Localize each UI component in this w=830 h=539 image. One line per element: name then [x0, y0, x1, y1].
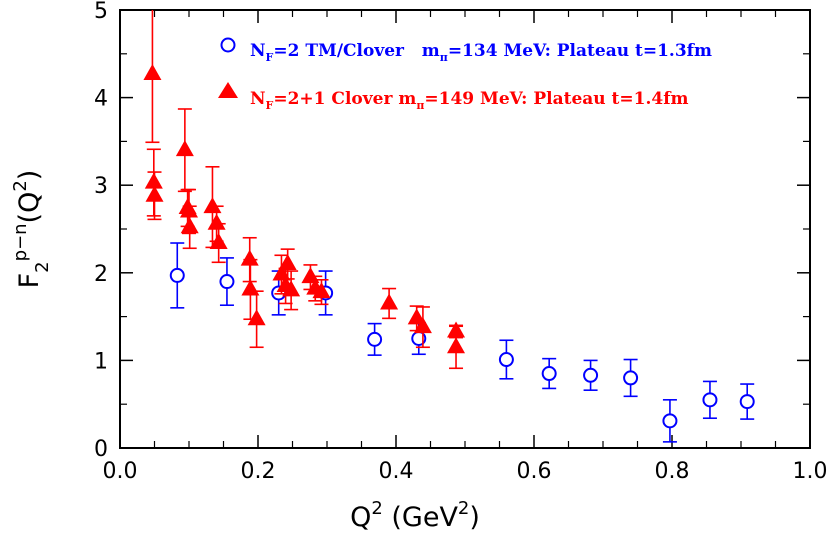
- data-point: [247, 309, 266, 326]
- data-point: [541, 366, 557, 382]
- data-point: [447, 337, 466, 354]
- x-tick-label: 0.8: [655, 459, 690, 484]
- data-point: [282, 280, 301, 297]
- legend-marker-circle: [220, 37, 236, 53]
- data-point: [169, 267, 185, 283]
- y-tick-label: 4: [94, 87, 108, 112]
- data-point: [702, 392, 718, 408]
- data-point: [207, 213, 226, 230]
- data-point: [662, 413, 678, 429]
- y-axis-title: F2p−n(Q2): [10, 170, 53, 289]
- series-layer: [143, 10, 755, 443]
- data-point: [367, 331, 383, 347]
- data-point: [175, 140, 194, 157]
- data-point: [203, 197, 222, 214]
- data-point: [278, 254, 297, 271]
- data-point: [498, 352, 514, 368]
- data-point: [623, 370, 639, 386]
- data-point: [739, 394, 755, 410]
- x-tick-label: 1.0: [793, 459, 828, 484]
- x-tick-label: 0.2: [241, 459, 276, 484]
- x-tick-label: 0.4: [379, 459, 414, 484]
- y-tick-label: 1: [94, 349, 108, 374]
- data-point: [209, 233, 228, 250]
- x-axis-title: Q2 (GeV2): [350, 498, 480, 533]
- axis-ticks: 0.0 0.2 0.4 0.6 0.8 1.0 0 1 2 3 4 5: [94, 0, 828, 484]
- data-point: [180, 217, 199, 234]
- legend-entry-clover: NF=2+1 Clover mπ=149 MeV: Plateau t=1.4f…: [250, 89, 689, 112]
- legend-entry-tm-clover: NF=2 TM/Clover mπ=134 MeV: Plateau t=1.3…: [250, 41, 712, 64]
- data-point: [413, 317, 432, 334]
- legend-marker-triangle: [218, 82, 238, 98]
- y-tick-label: 5: [94, 0, 108, 24]
- series-tm-clover: [169, 242, 755, 443]
- y-tick-label: 2: [94, 262, 108, 287]
- data-point: [312, 282, 331, 299]
- x-tick-label: 0.6: [517, 459, 552, 484]
- data-point: [301, 267, 320, 284]
- data-point: [583, 367, 599, 383]
- series-clover: [143, 10, 466, 370]
- data-point: [219, 274, 235, 290]
- y-tick-label: 0: [94, 437, 108, 462]
- data-point: [145, 185, 164, 202]
- data-point: [143, 63, 162, 80]
- data-point: [240, 249, 259, 266]
- y-tick-label: 3: [94, 174, 108, 199]
- x-tick-label: 0.0: [103, 459, 138, 484]
- legend: NF=2 TM/Clover mπ=134 MeV: Plateau t=1.3…: [218, 37, 712, 112]
- data-point: [380, 293, 399, 310]
